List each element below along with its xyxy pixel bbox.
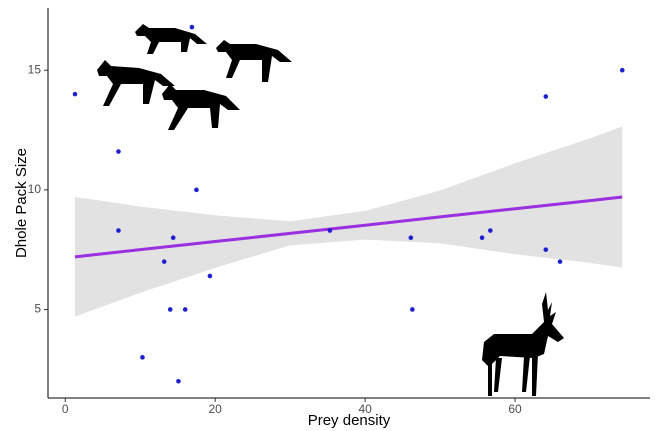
point [557,259,563,264]
y-tick-label: 15 [28,62,42,76]
dhole [162,84,240,130]
point [543,94,549,99]
x-tick-label: 40 [358,402,372,416]
band-layer [74,126,623,317]
point [116,149,121,154]
point [408,235,414,240]
dhole [97,60,175,106]
point [410,307,415,312]
dhole [216,40,292,82]
point [327,228,333,233]
y-tick-label: 10 [28,182,42,196]
deer [482,292,564,396]
point [176,378,181,384]
x-tick-label: 0 [62,402,69,416]
x-tick-label: 20 [209,402,223,416]
point [543,247,549,252]
point [72,91,78,97]
point [207,273,213,279]
fit-line [74,195,623,259]
point [167,307,173,312]
point [116,228,121,233]
confidence-band [74,126,623,317]
x-tick-label: 60 [508,402,522,416]
point [140,355,145,360]
point [161,259,167,264]
point [479,235,485,240]
dhole [135,24,207,54]
y-axis-title: Dhole Pack Size [13,148,30,258]
point [170,235,176,240]
point [182,307,188,312]
silhouettes [97,24,564,396]
x-axis-title: Prey density [308,412,391,429]
point [488,228,493,233]
point [194,187,199,193]
y-tick-label: 5 [34,302,41,316]
point [619,67,625,73]
point [189,24,195,30]
